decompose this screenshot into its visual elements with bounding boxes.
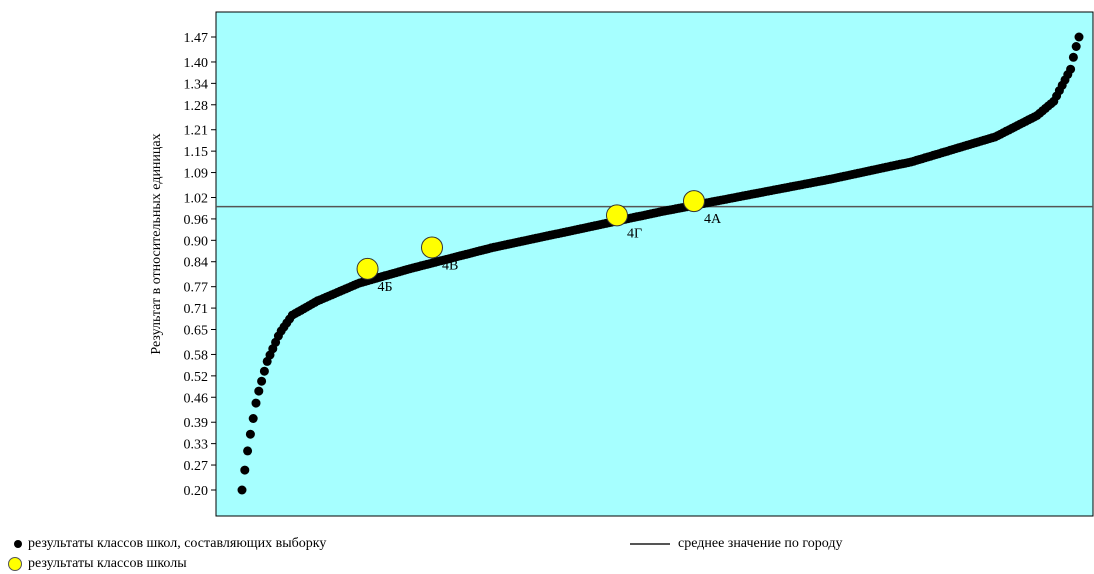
legend-line-icon xyxy=(630,542,670,545)
sample-point xyxy=(1068,52,1078,62)
school-point-label: 4Г xyxy=(627,226,642,241)
school-point xyxy=(682,190,705,213)
y-tick-label: 1.28 xyxy=(184,99,209,114)
y-tick-label: 1.15 xyxy=(184,145,209,160)
legend-dot-icon xyxy=(14,539,22,548)
y-tick-label: 1.47 xyxy=(184,31,209,46)
legend-sample-label: результаты классов школ, составляющих вы… xyxy=(28,536,327,551)
legend-mean-label: среднее значение по городу xyxy=(678,536,843,551)
legend-sample: результаты классов школ, составляющих вы… xyxy=(12,536,326,552)
legend-school-label: результаты классов школы xyxy=(28,556,187,571)
y-tick-label: 0.46 xyxy=(184,391,209,406)
y-tick-label: 0.65 xyxy=(184,323,209,338)
y-tick-label: 1.09 xyxy=(184,167,209,182)
y-axis: 0.20 0.27 0.33 0.39 0.46 0.52 0.58 0.65 0.71 0.77… xyxy=(184,31,216,499)
school-highlights: 4Б 4В 4Г 4А xyxy=(356,190,722,295)
sample-point xyxy=(251,398,261,408)
sample-point xyxy=(248,414,258,423)
y-tick-label: 1.21 xyxy=(184,124,209,139)
y-axis-title: Результат в относительных единицах xyxy=(149,133,164,354)
y-tick-label: 0.58 xyxy=(184,348,209,363)
sample-point xyxy=(237,485,247,495)
sample-point xyxy=(254,386,264,396)
school-point-label: 4А xyxy=(704,212,722,227)
y-tick-label: 0.84 xyxy=(184,256,209,271)
y-tick-label: 0.77 xyxy=(184,281,209,296)
y-tick-label: 0.33 xyxy=(184,438,209,453)
y-tick-label: 1.34 xyxy=(184,77,209,92)
y-tick-label: 0.27 xyxy=(184,459,209,474)
school-point xyxy=(356,257,379,280)
plot-area xyxy=(215,11,1094,517)
y-tick-label: 1.02 xyxy=(184,192,209,207)
y-tick-label: 0.96 xyxy=(184,213,209,228)
sample-point xyxy=(257,376,267,386)
sample-point xyxy=(1074,32,1084,42)
legend-mean: среднее значение по городу xyxy=(630,536,843,552)
sample-point xyxy=(245,429,255,439)
y-tick-label: 0.90 xyxy=(184,234,209,249)
y-tick-label: 0.39 xyxy=(184,416,209,431)
school-point-label: 4В xyxy=(442,258,458,273)
y-tick-label: 0.71 xyxy=(184,302,209,317)
school-point-label: 4Б xyxy=(378,280,393,295)
legend-circle-icon xyxy=(8,556,22,571)
y-tick-label: 1.40 xyxy=(184,56,209,71)
y-tick-label: 0.20 xyxy=(184,484,209,499)
legend-school: результаты классов школы xyxy=(8,556,187,572)
school-point xyxy=(420,236,443,259)
sample-point xyxy=(1071,42,1081,51)
sample-point xyxy=(259,366,269,376)
sample-point xyxy=(243,446,253,456)
sample-point xyxy=(240,465,250,475)
sample-point xyxy=(1066,64,1076,74)
y-tick-label: 0.52 xyxy=(184,370,209,385)
school-point xyxy=(605,204,628,227)
